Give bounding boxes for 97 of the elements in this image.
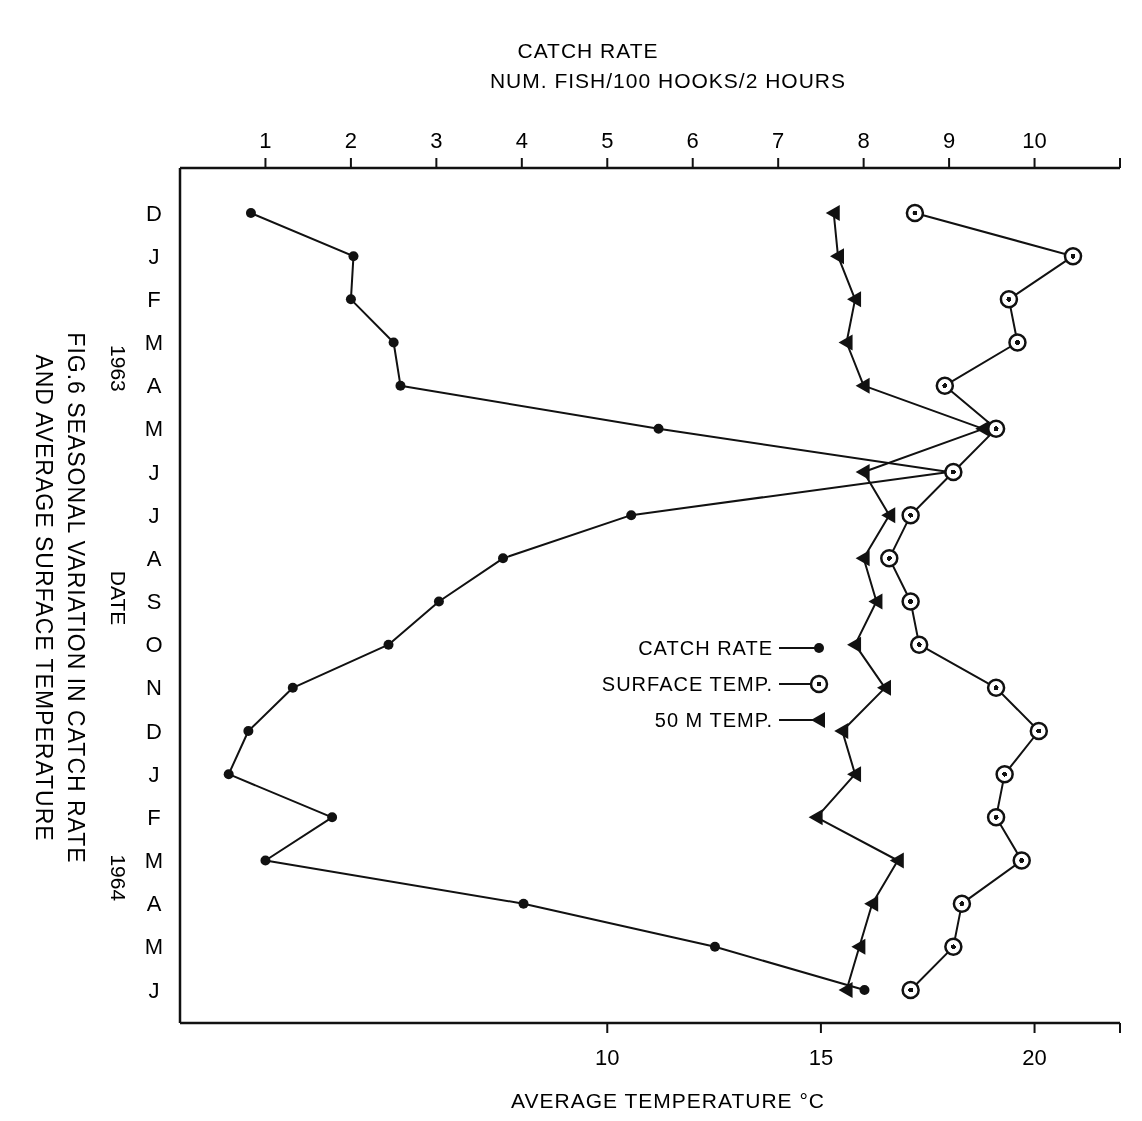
point — [855, 550, 870, 567]
point — [1012, 851, 1031, 870]
point — [975, 420, 990, 437]
point — [830, 248, 844, 265]
point — [909, 635, 929, 654]
point — [864, 895, 879, 912]
point — [944, 462, 963, 482]
point — [653, 423, 664, 434]
point — [995, 764, 1014, 784]
y-tick-label: J — [148, 977, 160, 1003]
y-tick-label: F — [147, 804, 161, 830]
y-tick-label: M — [144, 848, 164, 873]
text: FIG.6 SEASONAL VARIATION IN CATCH RATE AND AVERAGE SURFACE TEMPERATURE — [31, 332, 89, 864]
point — [245, 208, 256, 218]
point — [626, 510, 637, 521]
x2-tick-label: 8 — [857, 127, 870, 153]
point — [388, 337, 399, 348]
point — [952, 894, 972, 913]
x2-tick-label: 1 — [259, 127, 272, 153]
y-tick-label: D — [146, 200, 162, 226]
point — [433, 596, 444, 607]
y-tick-label: S — [146, 589, 162, 614]
y-tick-label: A — [146, 891, 162, 917]
x2-tick-label: 7 — [772, 127, 785, 153]
text: 1963 — [106, 345, 130, 392]
point — [348, 251, 359, 262]
x-tick-label: 15 — [808, 1044, 834, 1070]
y-tick-label: F — [147, 286, 161, 312]
y-tick-label: O — [145, 632, 163, 658]
point — [518, 898, 529, 909]
point — [838, 334, 853, 351]
x2-tick-label: 9 — [942, 127, 956, 153]
point — [260, 855, 271, 866]
y-tick-label: M — [144, 416, 164, 442]
y-tick-label: M — [144, 330, 164, 355]
point — [851, 938, 866, 955]
point — [901, 505, 920, 525]
y-axis-title: DATE — [106, 570, 130, 626]
x2-tick-label: 2 — [344, 127, 358, 153]
x-tick-label: 20 — [1022, 1044, 1047, 1070]
point — [243, 726, 254, 736]
x2-tick-label: 10 — [1022, 127, 1047, 153]
x-axis-title: AVERAGE TEMPERATURE °C — [511, 1088, 825, 1112]
point — [395, 380, 406, 391]
point — [901, 592, 920, 611]
y-tick-label: N — [146, 675, 162, 701]
x2-tick-label: 3 — [430, 127, 443, 153]
point — [1063, 246, 1083, 266]
point — [855, 464, 870, 480]
point — [847, 291, 862, 308]
x2-tick-label: 6 — [686, 127, 699, 153]
point — [935, 376, 955, 395]
point — [877, 679, 891, 696]
point — [709, 941, 720, 952]
point — [1008, 333, 1027, 352]
point — [847, 636, 862, 653]
point — [944, 937, 963, 957]
point — [327, 812, 338, 823]
x2-tick-label: 4 — [515, 127, 528, 153]
x2-tick-label: 5 — [601, 127, 614, 153]
point — [498, 553, 509, 564]
point — [905, 203, 925, 223]
point — [855, 377, 870, 394]
point — [834, 723, 849, 739]
point — [1029, 721, 1049, 741]
y-tick-label: M — [144, 934, 164, 960]
x2-axis-title: CATCH RATE NUM. FISH/100 HOOKS/2 HOURS — [489, 38, 847, 92]
point — [889, 852, 904, 869]
point — [901, 980, 920, 1000]
y-tick-label: J — [148, 502, 160, 528]
y-tick-label: J — [148, 761, 160, 787]
point — [859, 985, 870, 995]
point — [825, 205, 840, 221]
point — [383, 639, 394, 650]
text: 1964 — [106, 854, 130, 902]
legend-label: 50 M TEMP. — [654, 709, 773, 731]
y-tick-label: J — [148, 459, 160, 485]
point — [223, 769, 234, 780]
point — [986, 808, 1006, 827]
point — [986, 678, 1006, 698]
point — [880, 549, 899, 568]
legend-label: CATCH RATE — [638, 637, 773, 659]
y-tick-label: D — [146, 718, 162, 744]
legend-label: SURFACE TEMP. — [601, 673, 773, 695]
y-tick-label: A — [146, 545, 162, 571]
y-tick-label: J — [148, 243, 160, 269]
point — [999, 290, 1019, 309]
x-tick-label: 10 — [595, 1044, 620, 1070]
point — [986, 419, 1006, 439]
point — [881, 507, 896, 524]
point — [345, 294, 356, 305]
point — [838, 982, 853, 998]
point — [868, 593, 883, 610]
point — [847, 766, 862, 783]
y-tick-label: A — [146, 373, 162, 399]
point — [287, 682, 298, 693]
point — [808, 809, 823, 826]
